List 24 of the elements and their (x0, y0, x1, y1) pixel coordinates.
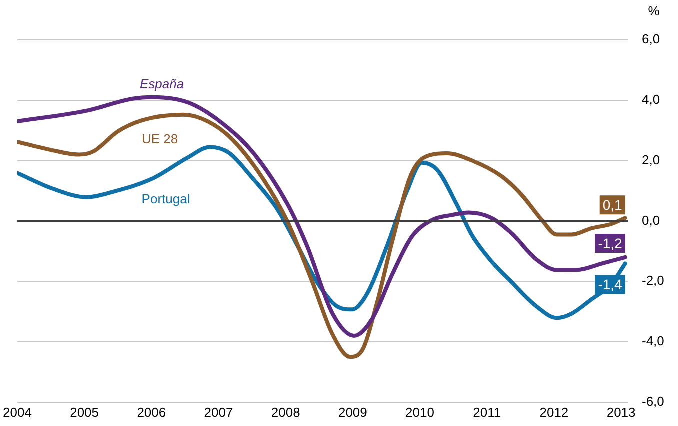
x-tick-label: 2005 (70, 404, 100, 420)
x-tick-label: 2006 (137, 404, 166, 420)
data-label: 0,1 (602, 197, 623, 214)
x-tick-label: 2009 (338, 404, 368, 420)
x-tick-label: 2013 (606, 404, 636, 420)
series-label: Portugal (142, 192, 190, 207)
x-tick-label: 2012 (540, 404, 569, 420)
y-tick-label: -6,0 (642, 394, 664, 409)
x-tick-label: 2010 (406, 404, 434, 420)
y-axis-title: % (648, 4, 660, 19)
y-tick-label: -2,0 (642, 273, 664, 288)
y-tick-label: 4,0 (642, 92, 660, 107)
y-tick-label: -4,0 (642, 334, 664, 349)
x-tick-label: 2007 (204, 404, 234, 420)
line-series (17, 145, 628, 320)
x-tick-label: 2011 (473, 404, 502, 420)
y-tick-label: 6,0 (642, 32, 660, 47)
series-label: España (140, 76, 184, 92)
series-label: UE 28 (142, 132, 178, 147)
y-tick-label: 0,0 (642, 212, 660, 228)
data-label: -1,2 (598, 235, 623, 252)
x-tick-label: 2008 (271, 404, 300, 420)
x-tick-label: 2004 (3, 404, 32, 420)
y-tick-label: 2,0 (642, 152, 660, 168)
